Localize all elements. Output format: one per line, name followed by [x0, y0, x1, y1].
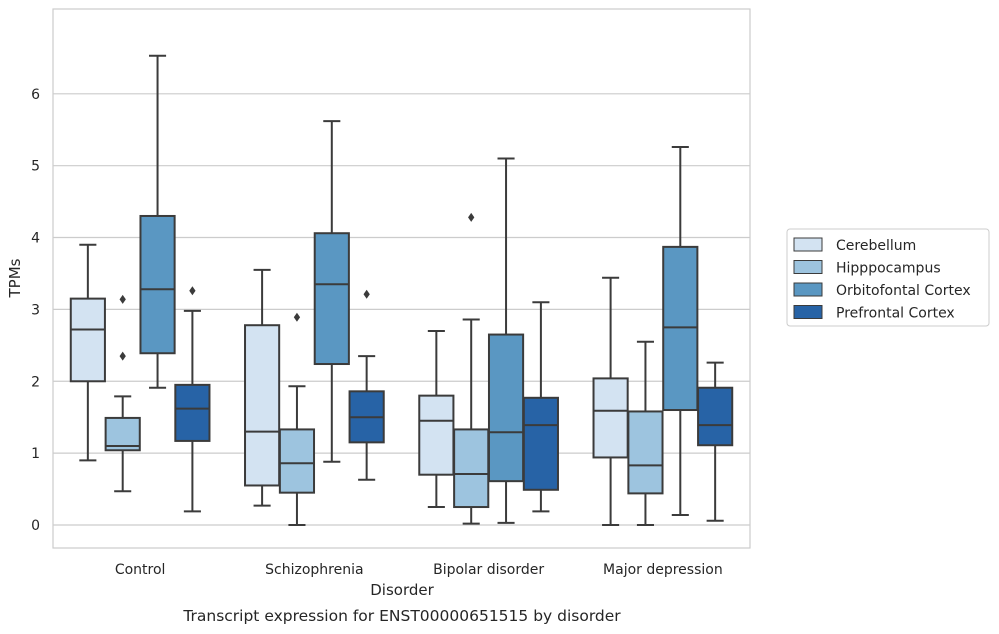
iqr-box	[139, 214, 176, 355]
box-prefrontal-cortex	[174, 286, 211, 513]
x-tick-labels: Control Schizophrenia Bipolar disorder Majo…	[115, 562, 723, 578]
outlier-marker	[293, 312, 301, 322]
iqr-box	[627, 410, 664, 495]
x-tick-label: Schizophrenia	[265, 562, 363, 578]
x-axis-label: Disorder	[370, 581, 434, 599]
box-cerebellum	[69, 243, 106, 462]
iqr-box	[697, 386, 734, 447]
iqr-box	[522, 396, 559, 491]
iqr-box	[592, 377, 629, 459]
y-tick-label: 1	[31, 446, 40, 462]
y-axis-label: TPMs	[6, 258, 24, 298]
outlier-marker	[363, 289, 370, 299]
legend-swatch	[793, 260, 823, 274]
box-prefrontal-cortex	[348, 289, 385, 481]
iqr-box	[278, 428, 316, 494]
legend: Cerebellum Hipppocampus Orbitofontal Corte…	[786, 228, 990, 327]
iqr-box	[487, 333, 525, 483]
box-cerebellum	[244, 268, 281, 507]
legend-swatch	[793, 282, 823, 297]
box-orbitofontal-cortex	[487, 157, 525, 524]
legend-swatch	[793, 237, 823, 252]
box-cerebellum	[418, 329, 455, 509]
outlier-marker	[119, 351, 126, 361]
iqr-box	[453, 428, 490, 509]
box-hipppocampus	[104, 294, 141, 493]
iqr-box	[313, 232, 350, 366]
outlier-marker	[119, 294, 126, 304]
iqr-box	[104, 416, 141, 452]
y-tick-label: 5	[31, 159, 40, 175]
box-orbitofontal-cortex	[139, 54, 176, 389]
iqr-box	[662, 245, 699, 412]
box-prefrontal-cortex	[522, 301, 559, 513]
box-hipppocampus	[627, 340, 664, 527]
x-tick-label: Major depression	[603, 562, 723, 578]
iqr-box	[174, 383, 211, 442]
y-tick-label: 6	[31, 87, 40, 103]
box-orbitofontal-cortex	[313, 120, 350, 463]
y-tick-label: 0	[31, 518, 40, 534]
y-tick-label: 3	[31, 302, 40, 318]
legend-frame	[786, 228, 990, 327]
iqr-box	[418, 394, 455, 476]
legend-label: Cerebellum	[836, 238, 916, 254]
figure-caption: Transcript expression for ENST0000065151…	[182, 607, 621, 625]
x-tick-label: Bipolar disorder	[433, 562, 544, 578]
y-tick-labels: 0 1 2 3 4 5 6	[31, 87, 40, 534]
box-hipppocampus	[453, 212, 490, 525]
legend-label: Prefrontal Cortex	[836, 306, 955, 322]
box-hipppocampus	[278, 312, 316, 527]
iqr-box	[244, 324, 281, 487]
x-tick-label: Control	[115, 562, 166, 578]
outlier-marker	[468, 212, 475, 222]
outlier-marker	[189, 286, 196, 296]
box-prefrontal-cortex	[697, 361, 734, 522]
iqr-box	[69, 297, 106, 383]
legend-label: Orbitofontal Cortex	[836, 283, 971, 299]
y-tick-label: 2	[31, 374, 40, 390]
legend-label: Hipppocampus	[836, 261, 941, 277]
y-tick-label: 4	[31, 231, 40, 247]
box-orbitofontal-cortex	[662, 145, 699, 516]
legend-swatch	[793, 305, 823, 319]
box-groups	[69, 54, 734, 527]
